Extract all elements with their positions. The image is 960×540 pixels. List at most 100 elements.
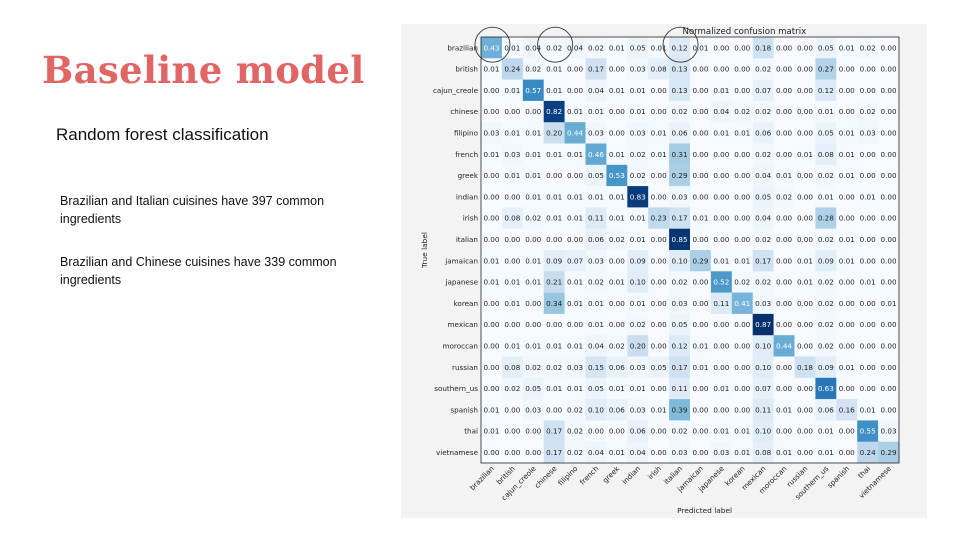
cell-value-label: 0.02 — [567, 405, 583, 414]
cell-value-label: 0.05 — [818, 43, 834, 52]
heatmap-cell — [648, 441, 670, 464]
heatmap-cell — [585, 441, 607, 464]
heatmap-cell — [585, 143, 607, 166]
heatmap-cell — [773, 313, 795, 336]
heatmap-cell — [564, 420, 586, 442]
heatmap-cell — [627, 356, 649, 379]
cell-value-label: 0.00 — [776, 43, 792, 52]
heatmap-cell — [690, 292, 712, 315]
cell-value-label: 0.07 — [755, 86, 771, 95]
heatmap-cell — [731, 356, 753, 379]
heatmap-cell — [773, 207, 795, 229]
heatmap-cell — [648, 356, 670, 379]
cell-value-label: 0.00 — [609, 128, 625, 137]
cell-value-label: 0.00 — [692, 192, 708, 201]
heatmap-cell — [794, 122, 816, 144]
heatmap-cell — [627, 143, 649, 166]
heatmap-cell — [878, 271, 900, 293]
cell-value-label: 0.41 — [734, 299, 750, 308]
heatmap-cell — [857, 164, 879, 187]
heatmap-cell — [522, 228, 544, 251]
heatmap-cell — [815, 399, 837, 421]
cell-value-label: 0.01 — [713, 128, 729, 137]
heatmap-cell — [815, 271, 837, 293]
cell-value-label: 0.29 — [672, 171, 688, 180]
heatmap-cell — [794, 143, 816, 166]
cell-value-label: 0.00 — [860, 299, 876, 308]
cell-value-label: 0.01 — [588, 107, 604, 116]
heatmap-cell — [648, 186, 670, 208]
cell-value-label: 0.85 — [672, 235, 688, 244]
cell-value-label: 0.01 — [546, 65, 562, 74]
cell-value-label: 0.00 — [609, 427, 625, 436]
heatmap-cell — [543, 250, 565, 272]
cell-value-label: 0.02 — [776, 192, 792, 201]
heatmap-cell — [522, 377, 544, 400]
cell-value-label: 0.01 — [839, 235, 855, 244]
cell-value-label: 0.00 — [692, 427, 708, 436]
heatmap-cell — [669, 228, 691, 251]
heatmap-cell — [564, 250, 586, 272]
heatmap-cell — [794, 100, 816, 123]
cell-value-label: 0.00 — [839, 192, 855, 201]
heatmap-cell — [690, 335, 712, 357]
heatmap-cell — [501, 164, 524, 187]
heatmap-cell — [481, 356, 503, 379]
heatmap-cell — [710, 313, 733, 336]
heatmap-cell — [878, 356, 900, 379]
heatmap-cell — [857, 377, 879, 400]
cell-value-label: 0.17 — [546, 427, 562, 436]
heatmap-cell — [731, 292, 753, 315]
cell-value-label: 0.01 — [483, 150, 499, 159]
heatmap-cell — [648, 335, 670, 357]
heatmap-cell — [606, 207, 628, 229]
heatmap-cell — [731, 122, 753, 144]
cell-value-label: 0.82 — [546, 107, 562, 116]
heatmap-cell — [690, 377, 712, 400]
cell-value-label: 0.01 — [692, 43, 708, 52]
heatmap-cell — [857, 292, 879, 315]
heatmap-cell — [585, 250, 607, 272]
cell-value-label: 0.29 — [692, 256, 708, 265]
cell-value-label: 0.02 — [609, 341, 625, 350]
heatmap-cell — [564, 356, 586, 379]
cell-value-label: 0.03 — [860, 128, 876, 137]
cell-value-label: 0.11 — [713, 299, 729, 308]
heatmap-cell — [815, 58, 837, 80]
cell-value-label: 0.01 — [504, 278, 520, 287]
cell-value-label: 0.02 — [860, 107, 876, 116]
cell-value-label: 0.10 — [630, 278, 646, 287]
heatmap-cell — [815, 79, 837, 102]
highlight-circle — [662, 26, 699, 63]
heatmap-cell — [878, 441, 900, 464]
heatmap-cell — [857, 186, 879, 208]
cell-value-label: 0.00 — [881, 128, 897, 137]
cell-value-label: 0.01 — [839, 43, 855, 52]
heatmap-cell — [878, 37, 900, 59]
heatmap-cell — [481, 79, 503, 102]
cell-value-label: 0.01 — [609, 214, 625, 223]
heatmap-cell — [752, 356, 774, 379]
cell-value-label: 0.02 — [546, 363, 562, 372]
heatmap-cell — [585, 271, 607, 293]
cell-value-label: 0.01 — [504, 299, 520, 308]
cell-value-label: 0.01 — [609, 384, 625, 393]
cell-value-label: 0.02 — [630, 320, 646, 329]
cell-value-label: 0.00 — [881, 150, 897, 159]
cell-value-label: 0.03 — [525, 405, 541, 414]
heatmap-cell — [501, 420, 524, 442]
cell-value-label: 0.00 — [734, 150, 750, 159]
heatmap-cell — [752, 441, 774, 464]
cell-value-label: 0.01 — [504, 128, 520, 137]
cell-value-label: 0.01 — [734, 128, 750, 137]
cell-value-label: 0.02 — [567, 427, 583, 436]
heatmap-cell — [690, 356, 712, 379]
cell-value-label: 0.01 — [483, 427, 499, 436]
cell-value-label: 0.00 — [797, 192, 813, 201]
heatmap-cell — [857, 100, 879, 123]
cell-value-label: 0.00 — [692, 320, 708, 329]
cell-value-label: 0.00 — [797, 427, 813, 436]
heatmap-cell — [627, 164, 649, 187]
cell-value-label: 0.00 — [881, 171, 897, 180]
heatmap-cell — [836, 271, 858, 293]
